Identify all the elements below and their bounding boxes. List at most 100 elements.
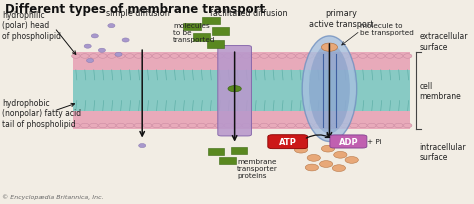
Ellipse shape — [126, 54, 134, 59]
Ellipse shape — [179, 54, 188, 59]
Ellipse shape — [242, 54, 250, 59]
Ellipse shape — [134, 124, 143, 128]
Ellipse shape — [341, 124, 349, 128]
Text: hydrophilic
(polar) head
of phospholipid: hydrophilic (polar) head of phospholipid — [2, 11, 61, 40]
Text: molecules
to be
transported: molecules to be transported — [173, 23, 216, 43]
Ellipse shape — [251, 54, 259, 59]
Ellipse shape — [90, 54, 98, 59]
Ellipse shape — [358, 124, 367, 128]
Ellipse shape — [349, 54, 358, 59]
Text: membrane
transporter
proteins: membrane transporter proteins — [237, 158, 278, 178]
Ellipse shape — [143, 54, 152, 59]
Ellipse shape — [403, 124, 412, 128]
Ellipse shape — [138, 144, 146, 148]
Ellipse shape — [334, 152, 347, 158]
Bar — [73, 70, 410, 111]
Ellipse shape — [99, 124, 107, 128]
Ellipse shape — [81, 54, 89, 59]
Text: Different types of membrane transport: Different types of membrane transport — [5, 3, 265, 16]
Text: cell
membrane: cell membrane — [419, 82, 461, 101]
Ellipse shape — [215, 54, 224, 59]
FancyBboxPatch shape — [268, 135, 308, 149]
Ellipse shape — [228, 86, 241, 92]
Ellipse shape — [206, 124, 215, 128]
Ellipse shape — [98, 49, 105, 53]
Ellipse shape — [349, 124, 358, 128]
Ellipse shape — [91, 35, 99, 39]
Ellipse shape — [179, 124, 188, 128]
Ellipse shape — [84, 45, 91, 49]
Ellipse shape — [233, 54, 242, 59]
Ellipse shape — [323, 54, 331, 59]
Ellipse shape — [188, 124, 197, 128]
Ellipse shape — [233, 124, 242, 128]
Ellipse shape — [108, 54, 116, 59]
Ellipse shape — [197, 124, 206, 128]
Ellipse shape — [332, 165, 346, 172]
Ellipse shape — [294, 146, 308, 153]
Ellipse shape — [307, 155, 320, 162]
Text: simple diffusion: simple diffusion — [106, 9, 169, 18]
Ellipse shape — [309, 45, 350, 134]
Ellipse shape — [108, 24, 115, 29]
Ellipse shape — [403, 54, 412, 59]
Ellipse shape — [385, 124, 394, 128]
Ellipse shape — [367, 124, 376, 128]
Ellipse shape — [126, 124, 134, 128]
Text: primary
active transport: primary active transport — [309, 9, 374, 29]
Ellipse shape — [117, 54, 125, 59]
Ellipse shape — [90, 124, 98, 128]
Ellipse shape — [302, 37, 356, 142]
Ellipse shape — [215, 124, 224, 128]
Bar — [73, 53, 410, 70]
Ellipse shape — [278, 124, 286, 128]
Ellipse shape — [314, 124, 322, 128]
Ellipse shape — [305, 164, 319, 171]
Text: intracellular
surface: intracellular surface — [419, 142, 466, 162]
Ellipse shape — [197, 54, 206, 59]
Text: ADP: ADP — [338, 137, 358, 146]
Ellipse shape — [81, 124, 89, 128]
Ellipse shape — [188, 54, 197, 59]
Ellipse shape — [287, 54, 295, 59]
Text: + Pi: + Pi — [367, 139, 382, 145]
Text: ATP: ATP — [279, 137, 297, 146]
Ellipse shape — [152, 124, 161, 128]
Ellipse shape — [170, 124, 179, 128]
Ellipse shape — [269, 54, 277, 59]
Ellipse shape — [296, 54, 304, 59]
Ellipse shape — [305, 54, 313, 59]
Ellipse shape — [251, 124, 259, 128]
Ellipse shape — [143, 124, 152, 128]
Ellipse shape — [161, 124, 170, 128]
Text: molecule to
be transported: molecule to be transported — [360, 23, 414, 36]
Ellipse shape — [117, 124, 125, 128]
Ellipse shape — [305, 124, 313, 128]
Text: extracellular
surface: extracellular surface — [419, 32, 468, 51]
Ellipse shape — [376, 124, 385, 128]
Ellipse shape — [287, 124, 295, 128]
Ellipse shape — [394, 124, 403, 128]
Ellipse shape — [269, 124, 277, 128]
Text: facilitated diffusion: facilitated diffusion — [210, 9, 288, 18]
Ellipse shape — [367, 54, 376, 59]
Ellipse shape — [341, 54, 349, 59]
Ellipse shape — [152, 54, 161, 59]
Ellipse shape — [278, 54, 286, 59]
Ellipse shape — [385, 54, 394, 59]
Ellipse shape — [332, 54, 340, 59]
Ellipse shape — [376, 54, 385, 59]
Text: hydrophobic
(nonpolar) fatty acid
tail of phospholipid: hydrophobic (nonpolar) fatty acid tail o… — [2, 98, 82, 128]
Ellipse shape — [358, 54, 367, 59]
Ellipse shape — [224, 54, 233, 59]
Ellipse shape — [170, 54, 179, 59]
Ellipse shape — [323, 124, 331, 128]
Ellipse shape — [345, 157, 358, 164]
Ellipse shape — [161, 54, 170, 59]
Ellipse shape — [260, 124, 268, 128]
Ellipse shape — [115, 53, 122, 57]
Ellipse shape — [134, 54, 143, 59]
Ellipse shape — [319, 161, 333, 168]
Bar — [73, 111, 410, 130]
Ellipse shape — [332, 124, 340, 128]
